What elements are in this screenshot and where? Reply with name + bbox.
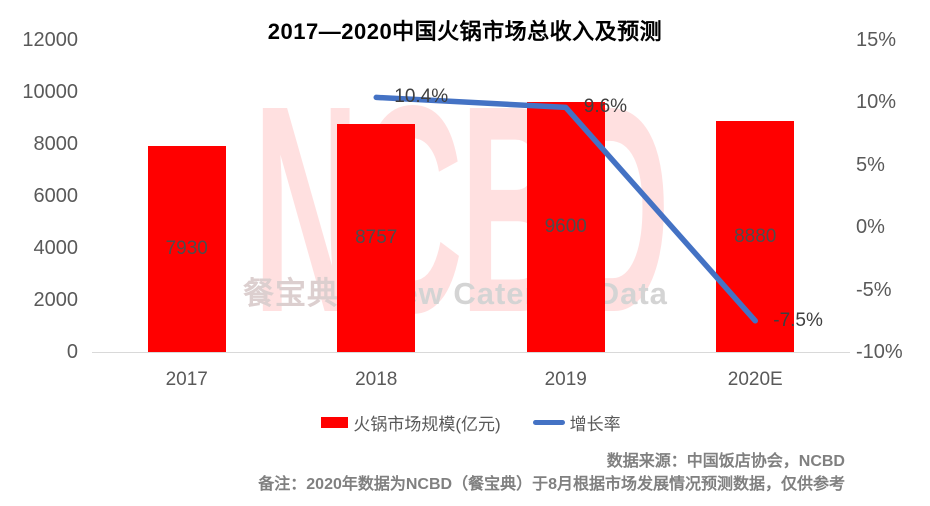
- x-axis-label-2020E: 2020E: [727, 369, 783, 390]
- y-axis-left-tick: 10000: [22, 81, 78, 103]
- x-axis-label-2019: 2019: [544, 369, 587, 390]
- line-point-label: 9.6%: [583, 96, 628, 118]
- data-source-note: 数据来源：中国饭店协会，NCBD: [606, 453, 845, 470]
- legend-item-market-size: 火锅市场规模(亿元): [321, 410, 501, 435]
- x-axis-line: [92, 352, 850, 353]
- y-axis-left-tick: 12000: [22, 29, 78, 51]
- legend: 火锅市场规模(亿元) 增长率: [92, 410, 850, 435]
- line-point-label: -7.5%: [773, 309, 823, 331]
- y-axis-right-tick: -10%: [856, 341, 903, 363]
- x-axis-label-2018: 2018: [355, 369, 398, 390]
- bar-legend-swatch: [321, 417, 349, 428]
- bar-value-label: 7930: [165, 237, 208, 259]
- legend-label: 火锅市场规模(亿元): [353, 415, 501, 434]
- y-axis-left-tick: 8000: [33, 133, 79, 155]
- line-point-label: 10.4%: [394, 86, 449, 108]
- remark-note: 备注：2020年数据为NCBD（餐宝典）于8月根据市场发展情况预测数据，仅供参考: [258, 476, 845, 494]
- bar-value-label: 8880: [734, 225, 777, 247]
- legend-item-growth-rate: 增长率: [532, 410, 621, 435]
- x-axis-label-2017: 2017: [165, 369, 208, 390]
- chart-title: 2017—2020中国火锅市场总收入及预测: [267, 19, 663, 44]
- y-axis-left-tick: 2000: [33, 289, 79, 311]
- y-axis-right-tick: 15%: [856, 29, 897, 51]
- watermark-subtitle-cn: 餐宝典: [243, 276, 339, 311]
- y-axis-right-tick: 0%: [856, 216, 885, 239]
- bar-2017: 7930: [147, 145, 226, 352]
- y-axis-right-tick: 5%: [856, 153, 885, 176]
- bar-2018: 8757: [337, 124, 416, 352]
- bar-value-label: 9600: [544, 216, 587, 238]
- y-axis-left-tick: 6000: [33, 185, 79, 207]
- y-axis-left-tick: 0: [66, 341, 78, 363]
- footnotes: 数据来源：中国饭店协会，NCBD 备注：2020年数据为NCBD（餐宝典）于8月…: [85, 450, 845, 496]
- y-axis-right-tick: 10%: [856, 91, 897, 114]
- y-axis-left-tick: 4000: [33, 237, 79, 259]
- bar-2019: 9600: [526, 102, 605, 352]
- y-axis-right-tick: -5%: [856, 278, 892, 301]
- bar-value-label: 8757: [355, 227, 398, 249]
- line-legend-swatch: [532, 420, 565, 425]
- legend-label: 增长率: [569, 415, 621, 434]
- watermark-subtitle-en: New Catering Data: [377, 276, 668, 311]
